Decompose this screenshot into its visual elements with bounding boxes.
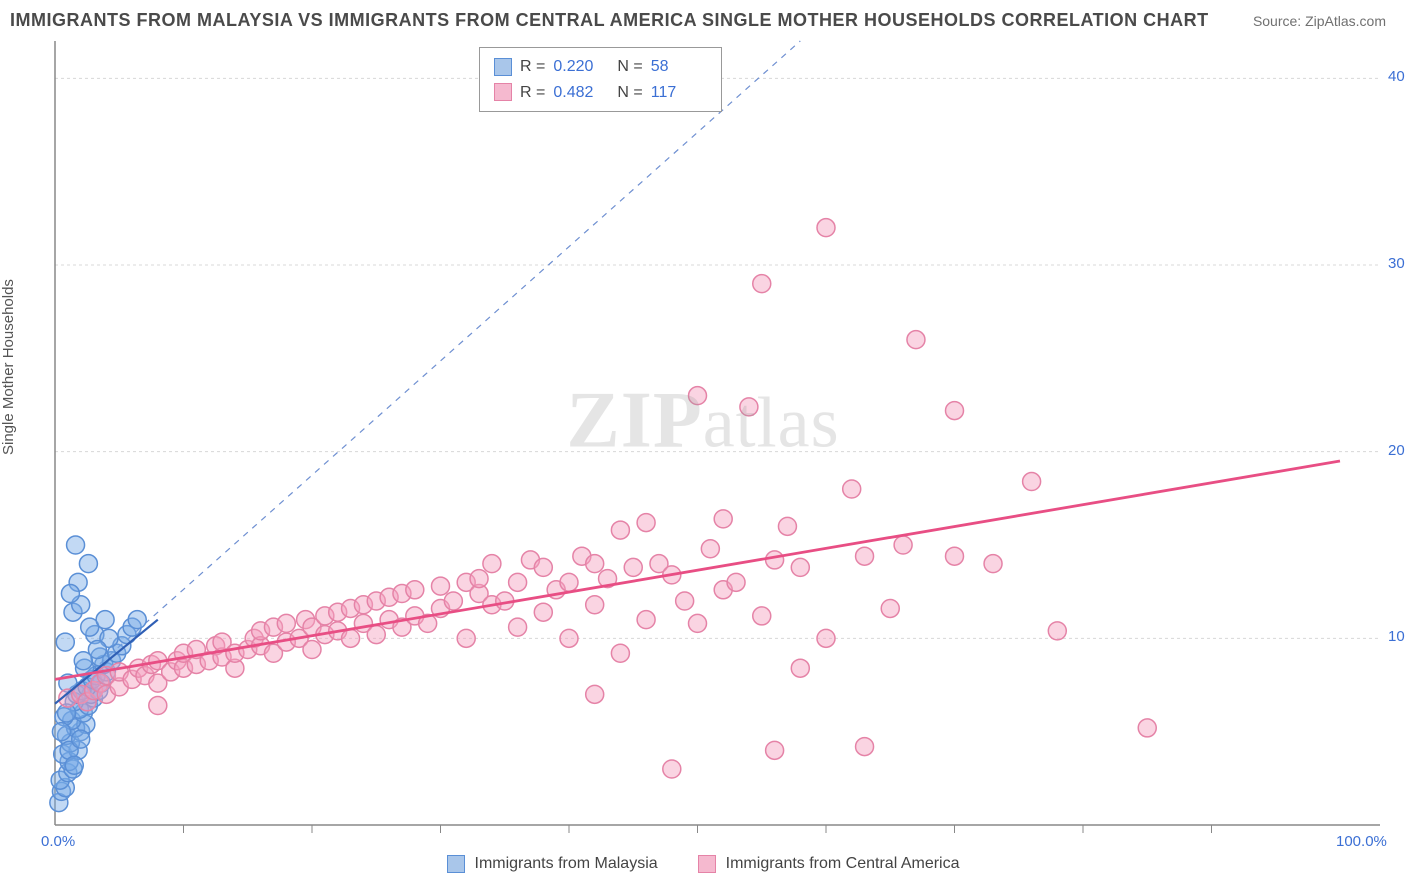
legend-label-malaysia: Immigrants from Malaysia [475,855,658,873]
legend-item-malaysia: Immigrants from Malaysia [447,855,658,873]
y-axis-label: Single Mother Households [0,279,17,455]
tick-label: 40.0% [1388,68,1406,85]
swatch-malaysia [447,855,465,873]
source-attribution: Source: ZipAtlas.com [1253,13,1386,29]
chart-area: Single Mother Households ZIPatlas R =0.2… [10,35,1396,875]
series-legend: Immigrants from Malaysia Immigrants from … [10,855,1396,873]
tick-label: 100.0% [1336,833,1387,850]
swatch-malaysia [494,58,512,76]
r-value-central_america: 0.482 [553,80,609,106]
stats-row-central_america: R = 0.482 N = 117 [494,80,707,106]
legend-label-central_america: Immigrants from Central America [726,855,960,873]
scatter-plot [10,35,1396,855]
swatch-central_america [494,83,512,101]
source-name: ZipAtlas.com [1305,13,1386,29]
tick-label: 30.0% [1388,255,1406,272]
n-value-malaysia: 58 [651,54,707,80]
r-label: R = [520,54,545,80]
legend-item-central_america: Immigrants from Central America [698,855,960,873]
chart-title: IMMIGRANTS FROM MALAYSIA VS IMMIGRANTS F… [10,10,1209,31]
r-label: R = [520,80,545,106]
n-value-central_america: 117 [651,80,707,106]
source-prefix: Source: [1253,13,1305,29]
r-value-malaysia: 0.220 [553,54,609,80]
correlation-stats-legend: R = 0.220 N = 58 R = 0.482 N = 117 [479,47,722,112]
n-label: N = [617,54,642,80]
stats-row-malaysia: R = 0.220 N = 58 [494,54,707,80]
n-label: N = [617,80,642,106]
swatch-central_america [698,855,716,873]
tick-label: 0.0% [41,833,75,850]
tick-label: 10.0% [1388,628,1406,645]
tick-label: 20.0% [1388,442,1406,459]
